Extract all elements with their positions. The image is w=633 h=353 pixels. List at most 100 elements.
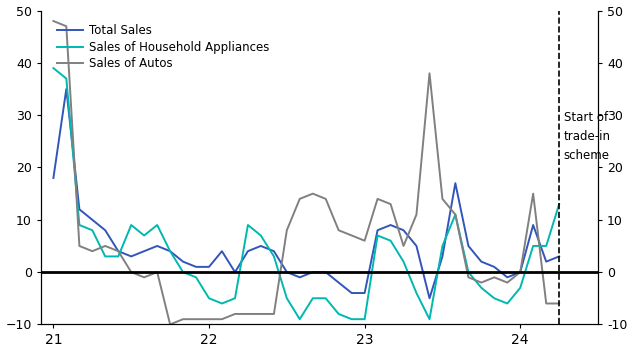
Sales of Autos [166, 322, 174, 327]
Sales of Household Appliances [231, 296, 239, 300]
Sales of Autos [141, 275, 148, 280]
Sales of Household Appliances [322, 296, 330, 300]
Sales of Autos [503, 280, 511, 285]
Sales of Household Appliances [141, 233, 148, 238]
Sales of Autos [179, 317, 187, 321]
Sales of Household Appliances [101, 254, 109, 258]
Sales of Household Appliances [517, 286, 524, 290]
Total Sales [465, 244, 472, 248]
Sales of Household Appliances [373, 233, 381, 238]
Sales of Household Appliances [153, 223, 161, 227]
Sales of Autos [192, 317, 200, 321]
Sales of Household Appliances [309, 296, 316, 300]
Total Sales [141, 249, 148, 253]
Sales of Autos [231, 312, 239, 316]
Total Sales [179, 259, 187, 264]
Total Sales [257, 244, 265, 248]
Total Sales [218, 249, 226, 253]
Sales of Household Appliances [387, 239, 394, 243]
Sales of Autos [244, 312, 252, 316]
Sales of Autos [257, 312, 265, 316]
Sales of Household Appliances [529, 244, 537, 248]
Sales of Household Appliances [555, 202, 563, 206]
Sales of Household Appliances [63, 77, 70, 81]
Sales of Household Appliances [179, 270, 187, 274]
Sales of Household Appliances [335, 312, 342, 316]
Sales of Household Appliances [205, 296, 213, 300]
Sales of Household Appliances [477, 286, 485, 290]
Legend: Total Sales, Sales of Household Appliances, Sales of Autos: Total Sales, Sales of Household Applianc… [53, 20, 274, 75]
Sales of Household Appliances [166, 249, 174, 253]
Sales of Household Appliances [127, 223, 135, 227]
Sales of Household Appliances [399, 259, 407, 264]
Total Sales [387, 223, 394, 227]
Sales of Household Appliances [413, 291, 420, 295]
Sales of Autos [426, 71, 434, 76]
Total Sales [335, 280, 342, 285]
Total Sales [309, 270, 316, 274]
Sales of Household Appliances [49, 66, 57, 70]
Total Sales [361, 291, 368, 295]
Sales of Autos [322, 197, 330, 201]
Total Sales [283, 270, 291, 274]
Line: Sales of Autos: Sales of Autos [53, 21, 559, 324]
Line: Sales of Household Appliances: Sales of Household Appliances [53, 68, 559, 319]
Sales of Household Appliances [270, 254, 278, 258]
Sales of Household Appliances [115, 254, 122, 258]
Sales of Autos [387, 202, 394, 206]
Sales of Autos [89, 249, 96, 253]
Total Sales [439, 254, 446, 258]
Sales of Autos [542, 301, 550, 306]
Sales of Autos [283, 228, 291, 232]
Total Sales [322, 270, 330, 274]
Sales of Autos [451, 213, 459, 217]
Total Sales [426, 296, 434, 300]
Sales of Autos [127, 270, 135, 274]
Total Sales [75, 207, 83, 211]
Total Sales [244, 249, 252, 253]
Total Sales [63, 87, 70, 91]
Sales of Autos [348, 233, 356, 238]
Total Sales [166, 249, 174, 253]
Total Sales [517, 270, 524, 274]
Total Sales [153, 244, 161, 248]
Total Sales [231, 270, 239, 274]
Sales of Autos [296, 197, 304, 201]
Total Sales [49, 176, 57, 180]
Sales of Autos [373, 197, 381, 201]
Total Sales [296, 275, 304, 280]
Sales of Household Appliances [451, 213, 459, 217]
Sales of Autos [555, 301, 563, 306]
Total Sales [205, 265, 213, 269]
Sales of Autos [205, 317, 213, 321]
Sales of Household Appliances [542, 244, 550, 248]
Sales of Household Appliances [296, 317, 304, 321]
Total Sales [503, 275, 511, 280]
Total Sales [192, 265, 200, 269]
Total Sales [89, 218, 96, 222]
Total Sales [413, 244, 420, 248]
Sales of Autos [75, 244, 83, 248]
Sales of Autos [529, 192, 537, 196]
Sales of Autos [153, 270, 161, 274]
Sales of Household Appliances [465, 270, 472, 274]
Total Sales [373, 228, 381, 232]
Sales of Autos [63, 24, 70, 28]
Sales of Autos [465, 275, 472, 280]
Total Sales [101, 228, 109, 232]
Sales of Autos [413, 213, 420, 217]
Total Sales [542, 259, 550, 264]
Sales of Household Appliances [89, 228, 96, 232]
Sales of Autos [309, 192, 316, 196]
Sales of Autos [517, 270, 524, 274]
Sales of Autos [101, 244, 109, 248]
Sales of Household Appliances [361, 317, 368, 321]
Sales of Household Appliances [75, 223, 83, 227]
Text: Start of
trade-in
scheme: Start of trade-in scheme [564, 110, 611, 162]
Sales of Autos [115, 249, 122, 253]
Total Sales [348, 291, 356, 295]
Total Sales [529, 223, 537, 227]
Sales of Household Appliances [218, 301, 226, 306]
Line: Total Sales: Total Sales [53, 89, 559, 298]
Sales of Autos [361, 239, 368, 243]
